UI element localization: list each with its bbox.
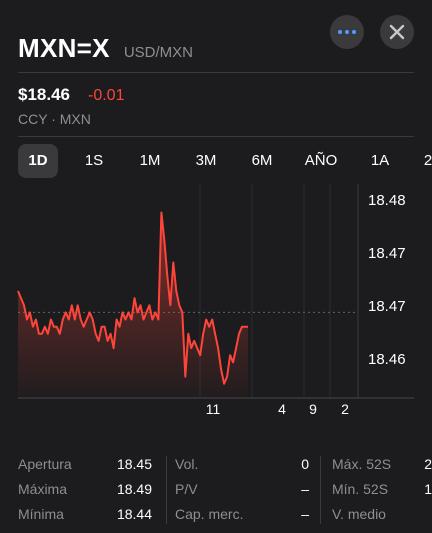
current-price: $18.46 xyxy=(18,85,70,104)
stats-table: Apertura 18.45 Vol. 0 Máx. 52S 2 Máxima … xyxy=(18,456,432,533)
stat-label: Apertura xyxy=(18,456,72,472)
stat-label: Vol. xyxy=(175,456,199,472)
tab-ytd[interactable]: AÑO xyxy=(304,152,338,169)
stat-value: – xyxy=(301,506,309,522)
stat-value: 0 xyxy=(301,456,309,472)
tab-1m[interactable]: 1M xyxy=(139,152,161,169)
stat-label: V. medio xyxy=(332,506,386,522)
stats-divider xyxy=(166,456,167,524)
range-tabs: 1D 1S 1M 3M 6M AÑO 1A 2 xyxy=(18,144,432,178)
price-chart[interactable]: 18.48 18.47 18.47 18.46 11 4 9 2 xyxy=(0,180,432,426)
x-tick-label: 9 xyxy=(309,401,317,417)
stats-divider xyxy=(320,456,321,524)
x-tick-label: 2 xyxy=(341,401,349,417)
ellipsis-icon xyxy=(338,30,356,34)
close-icon xyxy=(389,24,405,40)
stats-row: Máxima 18.49 P/V – Mín. 52S 1 xyxy=(18,481,432,501)
close-button[interactable] xyxy=(380,15,414,49)
stat-label: Mínima xyxy=(18,506,64,522)
currency-pair: USD/MXN xyxy=(123,44,193,61)
price-area-fill xyxy=(18,212,248,398)
stats-row: Mínima 18.44 Cap. merc. – V. medio xyxy=(18,506,432,526)
y-tick-label: 18.47 xyxy=(368,245,406,262)
tab-1d[interactable]: 1D xyxy=(18,144,58,178)
ticker-symbol: MXN=X xyxy=(18,33,110,63)
stat-label: Máx. 52S xyxy=(332,456,392,472)
stat-value: 18.49 xyxy=(116,481,152,497)
y-tick-label: 18.48 xyxy=(368,192,406,209)
header-divider xyxy=(18,72,414,73)
tab-1y[interactable]: 1A xyxy=(370,152,390,169)
tab-2y[interactable]: 2 xyxy=(423,152,432,169)
tab-3m[interactable]: 3M xyxy=(195,152,217,169)
stats-row: Apertura 18.45 Vol. 0 Máx. 52S 2 xyxy=(18,456,432,476)
header: MXN=X USD/MXN xyxy=(18,33,193,64)
stat-label: Mín. 52S xyxy=(332,481,389,497)
tab-1s[interactable]: 1S xyxy=(84,152,104,169)
y-tick-label: 18.47 xyxy=(368,298,406,315)
market-info: CCY · MXN xyxy=(18,111,91,127)
stat-label: Máxima xyxy=(18,481,68,497)
y-tick-label: 18.46 xyxy=(368,351,406,368)
stat-label: Cap. merc. xyxy=(175,506,244,522)
stat-value: 18.45 xyxy=(116,456,152,472)
more-options-button[interactable] xyxy=(330,15,364,49)
price-row: $18.46 -0.01 xyxy=(18,85,124,105)
stat-value: 2 xyxy=(424,456,432,472)
stat-value: 18.44 xyxy=(116,506,152,522)
quote-divider xyxy=(18,136,414,137)
x-tick-label: 4 xyxy=(278,401,286,417)
stat-value: 1 xyxy=(424,481,432,497)
price-change: -0.01 xyxy=(88,87,125,104)
x-tick-label: 11 xyxy=(206,401,221,417)
stat-value: – xyxy=(301,481,309,497)
stat-label: P/V xyxy=(175,481,198,497)
price-line xyxy=(17,211,248,385)
tab-6m[interactable]: 6M xyxy=(251,152,273,169)
